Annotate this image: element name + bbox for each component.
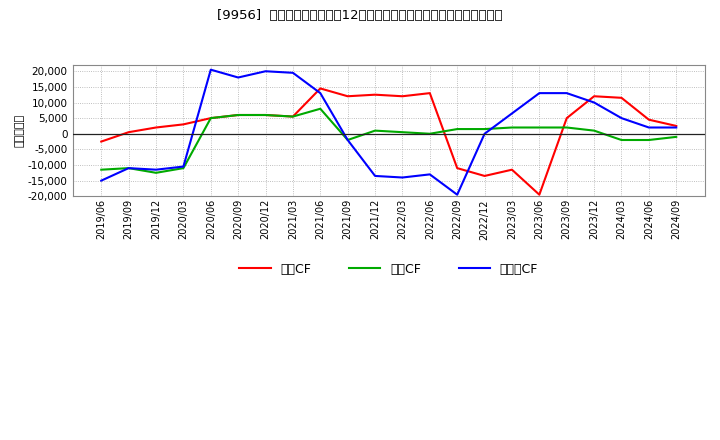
- 投資CF: [590, 128, 598, 133]
- 投資CF: [508, 125, 516, 130]
- 投資CF: [480, 126, 489, 132]
- Line: 営業CF: 営業CF: [102, 88, 676, 194]
- 営業CF: [207, 115, 215, 121]
- 営業CF: [316, 86, 325, 91]
- 営業CF: [562, 115, 571, 121]
- 投資CF: [672, 134, 680, 139]
- フリーCF: [562, 91, 571, 96]
- 投資CF: [97, 167, 106, 172]
- フリーCF: [234, 75, 243, 80]
- フリーCF: [316, 91, 325, 96]
- 投資CF: [152, 170, 161, 176]
- 営業CF: [179, 122, 188, 127]
- 投資CF: [234, 112, 243, 117]
- 営業CF: [453, 165, 462, 171]
- 営業CF: [261, 112, 270, 117]
- 営業CF: [644, 117, 653, 122]
- 営業CF: [535, 192, 544, 197]
- 営業CF: [371, 92, 379, 97]
- 投資CF: [371, 128, 379, 133]
- 投資CF: [316, 106, 325, 111]
- 営業CF: [234, 112, 243, 117]
- 投資CF: [398, 129, 407, 135]
- 営業CF: [672, 123, 680, 128]
- Y-axis label: （百万円）: （百万円）: [15, 114, 25, 147]
- 投資CF: [453, 126, 462, 132]
- 営業CF: [590, 94, 598, 99]
- 営業CF: [343, 94, 352, 99]
- フリーCF: [398, 175, 407, 180]
- 営業CF: [152, 125, 161, 130]
- 投資CF: [125, 165, 133, 171]
- フリーCF: [508, 111, 516, 116]
- フリーCF: [644, 125, 653, 130]
- 投資CF: [644, 137, 653, 143]
- フリーCF: [152, 167, 161, 172]
- フリーCF: [590, 100, 598, 105]
- 営業CF: [289, 114, 297, 119]
- 営業CF: [508, 167, 516, 172]
- 投資CF: [207, 115, 215, 121]
- 営業CF: [480, 173, 489, 179]
- フリーCF: [617, 115, 626, 121]
- 営業CF: [426, 91, 434, 96]
- フリーCF: [426, 172, 434, 177]
- フリーCF: [480, 131, 489, 136]
- 営業CF: [97, 139, 106, 144]
- フリーCF: [207, 67, 215, 72]
- 投資CF: [343, 137, 352, 143]
- フリーCF: [535, 91, 544, 96]
- フリーCF: [261, 69, 270, 74]
- フリーCF: [672, 125, 680, 130]
- フリーCF: [179, 164, 188, 169]
- 投資CF: [289, 114, 297, 119]
- 営業CF: [617, 95, 626, 100]
- 投資CF: [617, 137, 626, 143]
- Line: フリーCF: フリーCF: [102, 70, 676, 194]
- 営業CF: [125, 129, 133, 135]
- フリーCF: [289, 70, 297, 75]
- 投資CF: [261, 112, 270, 117]
- 投資CF: [535, 125, 544, 130]
- Legend: 営業CF, 投資CF, フリーCF: 営業CF, 投資CF, フリーCF: [234, 258, 543, 281]
- 投資CF: [562, 125, 571, 130]
- フリーCF: [97, 178, 106, 183]
- Text: [9956]  キャッシュフローの12か月移動合計の対前年同期増減額の推移: [9956] キャッシュフローの12か月移動合計の対前年同期増減額の推移: [217, 9, 503, 22]
- Line: 投資CF: 投資CF: [102, 109, 676, 173]
- フリーCF: [453, 192, 462, 197]
- 営業CF: [398, 94, 407, 99]
- 投資CF: [426, 131, 434, 136]
- フリーCF: [125, 165, 133, 171]
- フリーCF: [371, 173, 379, 179]
- 投資CF: [179, 165, 188, 171]
- フリーCF: [343, 137, 352, 143]
